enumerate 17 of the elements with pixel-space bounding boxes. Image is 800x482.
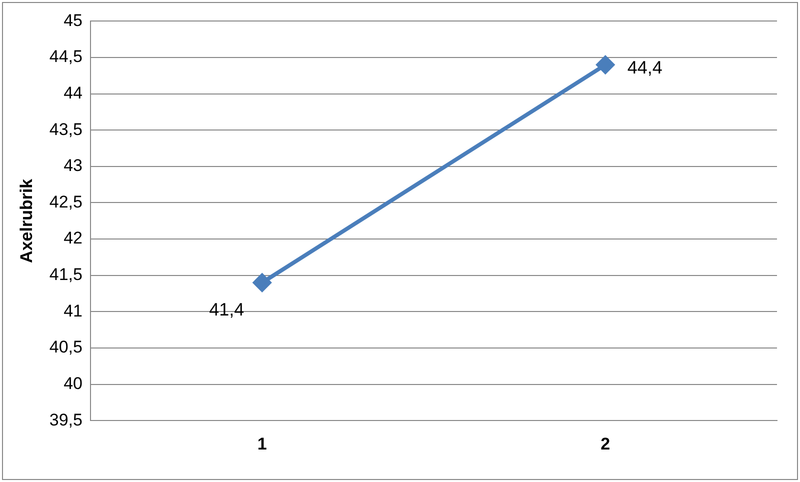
y-tick-label: 43,5: [49, 120, 82, 139]
y-tick-label: 40,5: [49, 338, 82, 357]
y-tick-label: 39,5: [49, 410, 82, 430]
y-axis-title: Axelrubrik: [16, 178, 36, 263]
y-tick-label: 42: [64, 228, 82, 248]
y-tick-label: 42,5: [49, 192, 82, 212]
y-tick-label: 44: [64, 84, 82, 103]
y-tick-label: 43: [64, 156, 82, 176]
y-tick-label: 41: [64, 301, 82, 320]
data-label: 44,4: [627, 58, 662, 78]
x-tick-label: 1: [257, 434, 267, 454]
y-tick-label: 45: [64, 10, 82, 30]
y-tick-label: 41,5: [49, 265, 82, 284]
y-tick-label: 40: [64, 374, 82, 393]
y-tick-label: 44,5: [49, 47, 82, 66]
x-tick-label: 2: [600, 434, 610, 454]
data-label: 41,4: [209, 300, 244, 320]
